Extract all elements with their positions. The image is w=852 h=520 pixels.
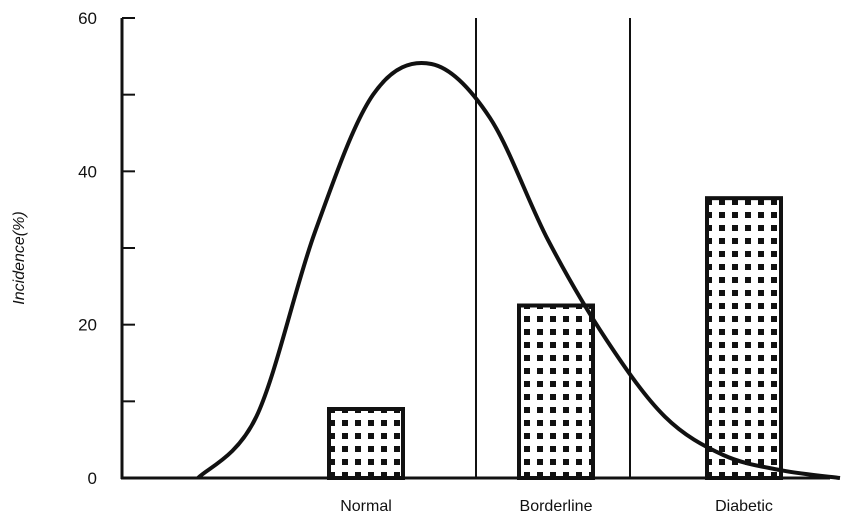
y-tick-label-0: 0 [88, 469, 97, 488]
y-axis-label: Incidence(%) [11, 211, 28, 304]
distribution-curve-group [196, 61, 841, 480]
category-label-normal: Normal [340, 498, 392, 515]
y-tick-label-2: 40 [78, 162, 97, 181]
bar-borderline [517, 303, 595, 480]
labels: 0 20 40 60 Normal Borderline Diabetic [78, 9, 773, 515]
bar-normal [327, 407, 405, 480]
bars [327, 196, 783, 481]
category-dividers [475, 18, 631, 478]
category-label-diabetic: Diabetic [715, 498, 773, 515]
y-tick-label-3: 60 [78, 9, 97, 28]
distribution-curve [196, 61, 841, 480]
bar-diabetic [705, 196, 783, 481]
category-label-borderline: Borderline [520, 498, 593, 515]
y-tick-label-1: 20 [78, 316, 97, 335]
